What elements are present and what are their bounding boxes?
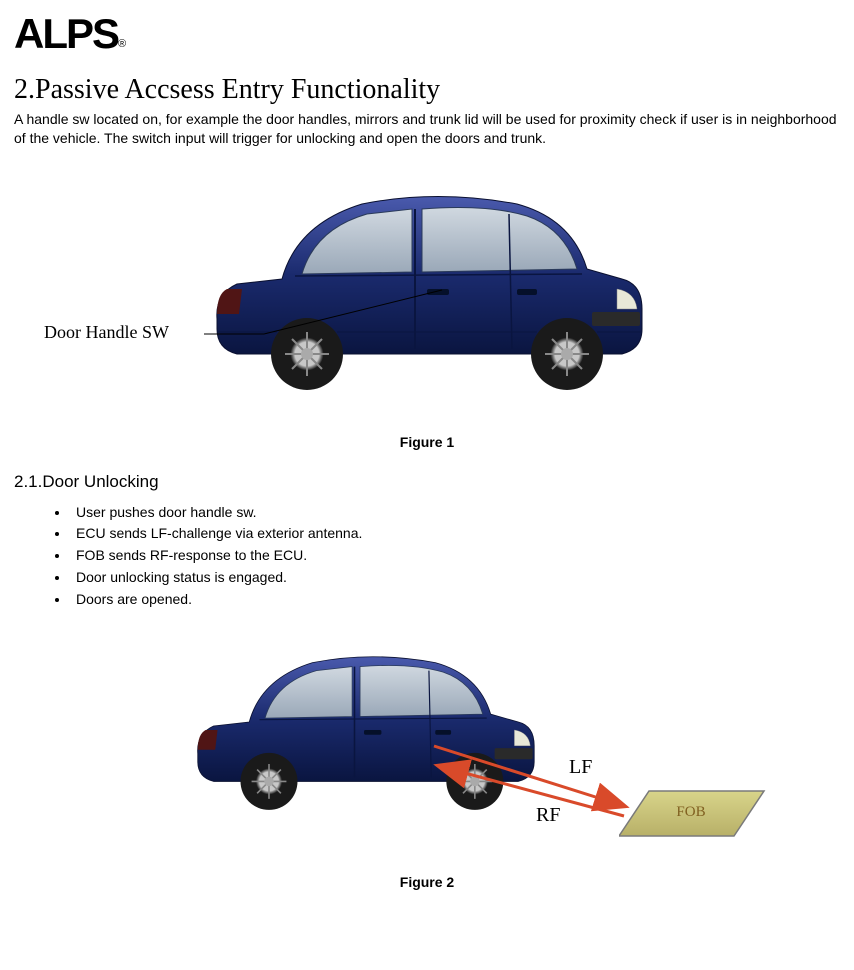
lf-label: LF (569, 756, 592, 779)
section-title: 2.Passive Accsess Entry Functionality (14, 74, 840, 106)
list-item: User pushes door handle sw. (70, 502, 840, 524)
rf-arrow-icon (424, 756, 644, 836)
door-handle-sw-label: Door Handle SW (44, 322, 169, 343)
bullet-list: User pushes door handle sw. ECU sends LF… (14, 502, 840, 610)
logo-text: ALPS (14, 10, 118, 58)
alps-logo: ALPS® (14, 10, 840, 58)
section-intro: A handle sw located on, for example the … (14, 110, 840, 148)
figure-2-caption: Figure 2 (14, 874, 840, 890)
figure-2-container: LF RF FOB (14, 616, 840, 866)
svg-text:FOB: FOB (676, 804, 705, 820)
list-item: FOB sends RF-response to the ECU. (70, 545, 840, 567)
figure-2-wrap: LF RF FOB (174, 616, 774, 866)
list-item: Doors are opened. (70, 589, 840, 611)
fob-box: FOB (619, 786, 739, 828)
registered-icon: ® (118, 38, 126, 50)
figure-1-caption: Figure 1 (14, 434, 840, 450)
subsection-title: 2.1.Door Unlocking (14, 472, 840, 492)
list-item: Door unlocking status is engaged. (70, 567, 840, 589)
list-item: ECU sends LF-challenge via exterior ante… (70, 523, 840, 545)
rf-label: RF (536, 804, 560, 827)
figure-1-container: Door Handle SW (14, 154, 840, 414)
callout-line (204, 284, 454, 344)
